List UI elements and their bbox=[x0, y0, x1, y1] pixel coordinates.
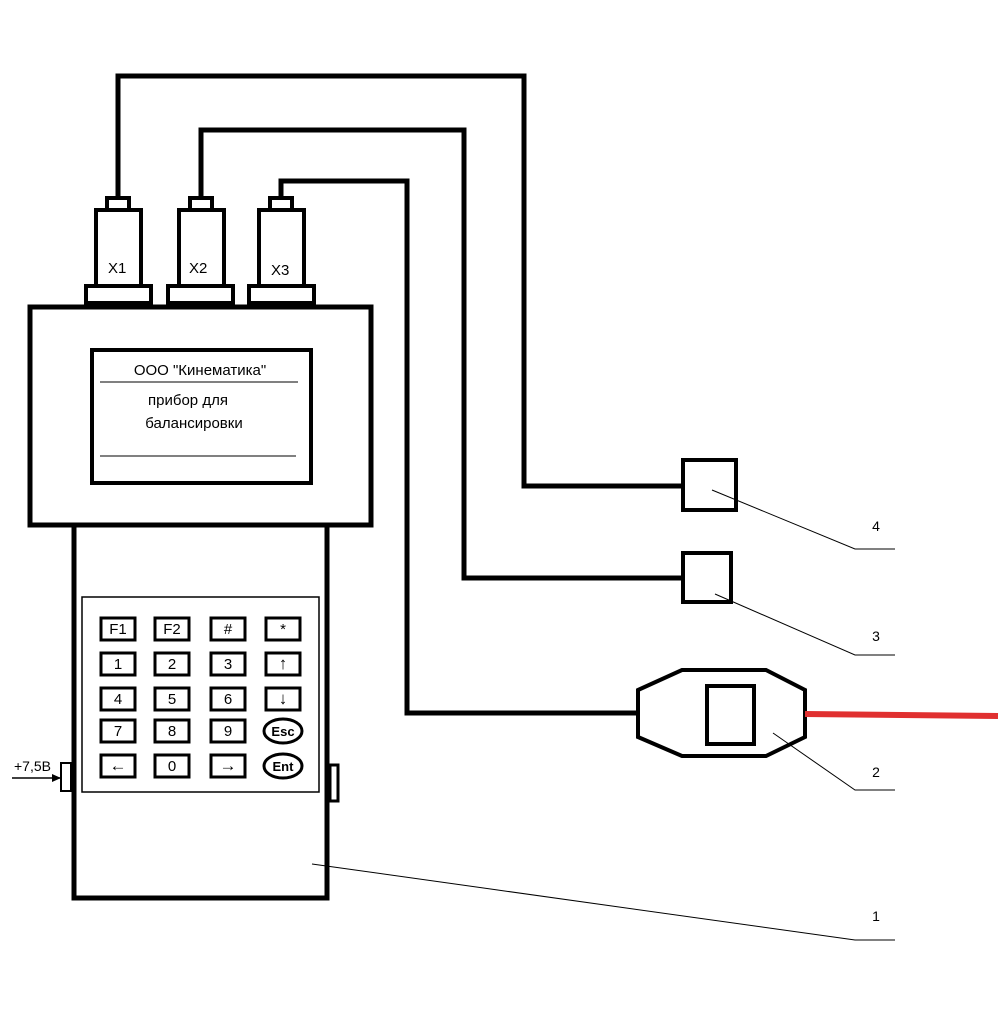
display-line-1: ООО "Кинематика" bbox=[134, 362, 266, 379]
power-switch bbox=[328, 763, 340, 803]
key-5[interactable]: 5 bbox=[153, 686, 191, 712]
key-8-label: 8 bbox=[168, 723, 176, 740]
callout-leader-2 bbox=[772, 732, 895, 791]
callout-leader-3 bbox=[714, 593, 895, 656]
callout-3: 3 bbox=[872, 628, 880, 644]
power-label: +7,5В bbox=[14, 758, 51, 774]
key-5-label: 5 bbox=[168, 691, 176, 708]
key-4[interactable]: 4 bbox=[99, 686, 137, 712]
key-f2[interactable]: F2 bbox=[153, 616, 191, 642]
key-7-label: 7 bbox=[114, 723, 122, 740]
key-esc[interactable]: Esc bbox=[262, 717, 304, 745]
cable-x3 bbox=[278, 178, 638, 716]
key-9-label: 9 bbox=[224, 723, 232, 740]
key-down-label: ↓ bbox=[279, 689, 288, 708]
key-ent[interactable]: Ent bbox=[262, 752, 304, 780]
connector-x2: X2 bbox=[166, 196, 235, 305]
key-7[interactable]: 7 bbox=[99, 718, 137, 744]
key-9[interactable]: 9 bbox=[209, 718, 247, 744]
key-6-label: 6 bbox=[224, 691, 232, 708]
key-right[interactable]: → bbox=[209, 753, 247, 779]
key-esc-label: Esc bbox=[271, 724, 294, 739]
cable-x2 bbox=[198, 127, 684, 581]
key-left-label: ← bbox=[110, 756, 127, 775]
key-4-label: 4 bbox=[114, 691, 122, 708]
display-line-2: прибор для bbox=[148, 392, 228, 409]
key-6[interactable]: 6 bbox=[209, 686, 247, 712]
key-ent-label: Ent bbox=[273, 759, 295, 774]
key-f1[interactable]: F1 bbox=[99, 616, 137, 642]
key-0-label: 0 bbox=[168, 758, 176, 775]
key-2-label: 2 bbox=[168, 656, 176, 673]
callout-2: 2 bbox=[872, 764, 880, 780]
key-hash-label: # bbox=[224, 621, 233, 638]
power-jack bbox=[60, 762, 72, 792]
power-input-arrow bbox=[52, 774, 61, 782]
callout-4: 4 bbox=[872, 518, 880, 534]
key-8[interactable]: 8 bbox=[153, 718, 191, 744]
sensor-3 bbox=[681, 551, 733, 604]
key-3-label: 3 bbox=[224, 656, 232, 673]
key-right-label: → bbox=[220, 756, 237, 775]
key-hash[interactable]: # bbox=[209, 616, 247, 642]
key-star-label: * bbox=[280, 621, 286, 638]
laser-sensor bbox=[636, 668, 807, 758]
key-0[interactable]: 0 bbox=[153, 753, 191, 779]
key-left[interactable]: ← bbox=[99, 753, 137, 779]
device-display bbox=[90, 348, 313, 485]
keypad: F1 F2 # * 1 2 3 ↑ 4 5 6 ↓ 7 8 9 Esc ← 0 → Ent bbox=[99, 616, 304, 780]
key-up-label: ↑ bbox=[279, 654, 288, 673]
cable-x1 bbox=[115, 73, 684, 489]
key-2[interactable]: 2 bbox=[153, 651, 191, 677]
key-down[interactable]: ↓ bbox=[264, 686, 302, 712]
connector-x3-label: X3 bbox=[271, 262, 289, 279]
laser-beam bbox=[804, 711, 999, 719]
key-1[interactable]: 1 bbox=[99, 651, 137, 677]
display-line-3: балансировки bbox=[145, 415, 242, 432]
key-1-label: 1 bbox=[114, 656, 122, 673]
connector-x1-label: X1 bbox=[108, 260, 126, 277]
callout-leader-1 bbox=[311, 863, 895, 941]
sensor-4 bbox=[681, 458, 738, 512]
callout-1: 1 bbox=[872, 908, 880, 924]
key-f1-label: F1 bbox=[109, 621, 127, 638]
key-3[interactable]: 3 bbox=[209, 651, 247, 677]
key-up[interactable]: ↑ bbox=[264, 651, 302, 677]
connector-x3: X3 bbox=[247, 196, 316, 305]
callout-leader-4 bbox=[711, 489, 895, 550]
connector-x2-label: X2 bbox=[189, 260, 207, 277]
connector-x1: X1 bbox=[84, 196, 153, 305]
key-star[interactable]: * bbox=[264, 616, 302, 642]
key-f2-label: F2 bbox=[163, 621, 181, 638]
